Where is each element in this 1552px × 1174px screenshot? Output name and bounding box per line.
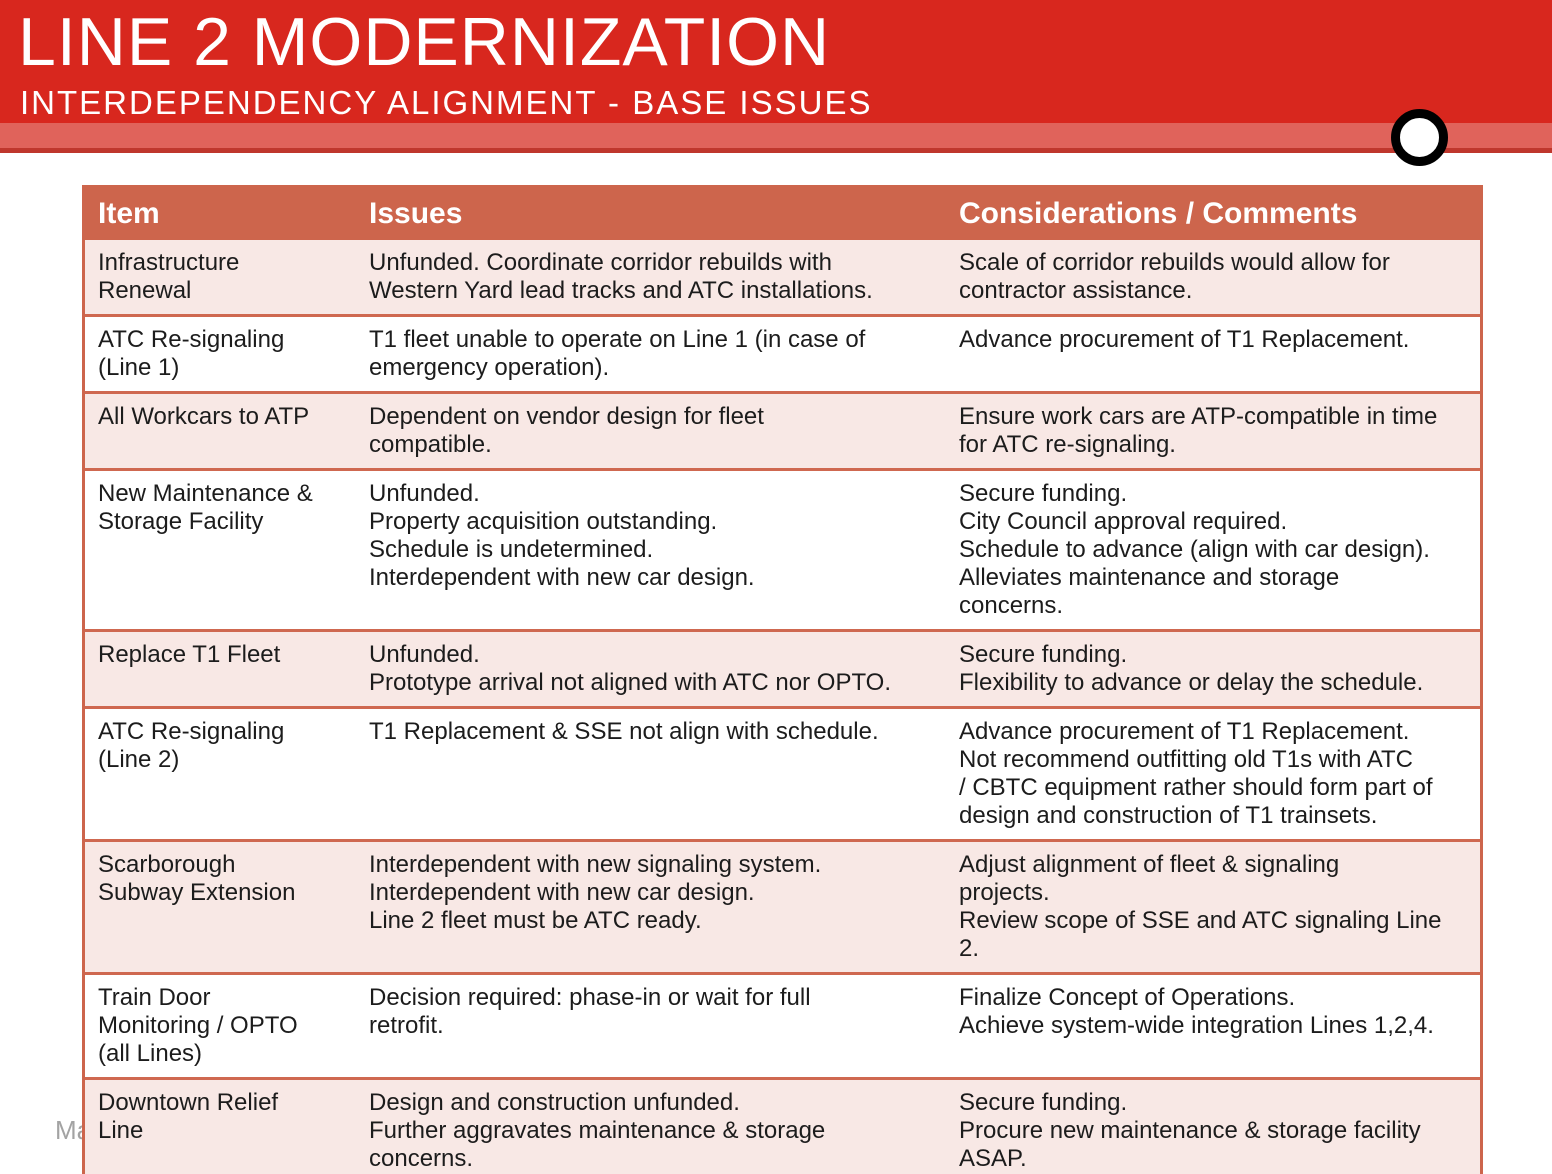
column-header-considerations: Considerations / Comments bbox=[959, 197, 1358, 230]
cell-considerations: Secure funding. Flexibility to advance o… bbox=[959, 641, 1424, 696]
cell-issues: T1 fleet unable to operate on Line 1 (in… bbox=[369, 326, 866, 381]
cell-item: Replace T1 Fleet bbox=[98, 641, 281, 668]
cell-item: All Workcars to ATP bbox=[98, 403, 310, 430]
issues-table: Item Issues Considerations / Comments In… bbox=[82, 185, 1483, 1174]
table-row: Replace T1 Fleet Unfunded. Prototype arr… bbox=[85, 629, 1480, 706]
cell-issues: Unfunded. Property acquisition outstandi… bbox=[369, 480, 755, 591]
header-banner-light-stripe bbox=[0, 123, 1552, 148]
cell-issues: Unfunded. Coordinate corridor rebuilds w… bbox=[369, 249, 873, 304]
cell-considerations: Adjust alignment of fleet & signaling pr… bbox=[959, 851, 1442, 962]
cell-item: Downtown Relief Line bbox=[98, 1089, 279, 1144]
cell-issues: Unfunded. Prototype arrival not aligned … bbox=[369, 641, 892, 696]
table-row: Scarborough Subway Extension Interdepend… bbox=[85, 839, 1480, 972]
cell-considerations: Ensure work cars are ATP-compatible in t… bbox=[959, 403, 1438, 458]
table-header-row: Item Issues Considerations / Comments bbox=[85, 185, 1480, 240]
cell-considerations: Secure funding. Procure new maintenance … bbox=[959, 1089, 1421, 1172]
cell-issues: Decision required: phase-in or wait for … bbox=[369, 984, 811, 1039]
circle-icon bbox=[1391, 109, 1448, 166]
table-row: Downtown Relief Line Design and construc… bbox=[85, 1077, 1480, 1174]
cell-item: Infrastructure Renewal bbox=[98, 249, 240, 304]
column-header-item: Item bbox=[98, 197, 160, 230]
table-row: ATC Re-signaling (Line 2) T1 Replacement… bbox=[85, 706, 1480, 839]
page-title: LINE 2 MODERNIZATION bbox=[18, 4, 831, 80]
cell-considerations: Scale of corridor rebuilds would allow f… bbox=[959, 249, 1390, 304]
column-header-issues: Issues bbox=[369, 197, 463, 230]
cell-item: ATC Re-signaling (Line 1) bbox=[98, 326, 285, 381]
table-body: Infrastructure Renewal Unfunded. Coordin… bbox=[85, 240, 1480, 1174]
cell-considerations: Secure funding. City Council approval re… bbox=[959, 480, 1430, 619]
cell-considerations: Advance procurement of T1 Replacement. N… bbox=[959, 718, 1433, 829]
cell-issues: Design and construction unfunded. Furthe… bbox=[369, 1089, 826, 1172]
table-row: ATC Re-signaling (Line 1) T1 fleet unabl… bbox=[85, 314, 1480, 391]
cell-item: ATC Re-signaling (Line 2) bbox=[98, 718, 285, 773]
cell-considerations: Advance procurement of T1 Replacement. bbox=[959, 326, 1410, 353]
table-row: Infrastructure Renewal Unfunded. Coordin… bbox=[85, 240, 1480, 314]
table-row: All Workcars to ATP Dependent on vendor … bbox=[85, 391, 1480, 468]
cell-considerations: Finalize Concept of Operations. Achieve … bbox=[959, 984, 1434, 1039]
cell-issues: Dependent on vendor design for fleet com… bbox=[369, 403, 764, 458]
cell-item: New Maintenance & Storage Facility bbox=[98, 480, 313, 535]
cell-issues: T1 Replacement & SSE not align with sche… bbox=[369, 718, 879, 745]
table-row: Train Door Monitoring / OPTO (all Lines)… bbox=[85, 972, 1480, 1077]
header-banner-dark-line bbox=[0, 148, 1552, 153]
table-row: New Maintenance & Storage Facility Unfun… bbox=[85, 468, 1480, 629]
cell-item: Train Door Monitoring / OPTO (all Lines) bbox=[98, 984, 298, 1067]
cell-item: Scarborough Subway Extension bbox=[98, 851, 296, 906]
page-subtitle: INTERDEPENDENCY ALIGNMENT - BASE ISSUES bbox=[20, 84, 873, 121]
header-banner bbox=[0, 0, 1552, 123]
cell-issues: Interdependent with new signaling system… bbox=[369, 851, 822, 934]
